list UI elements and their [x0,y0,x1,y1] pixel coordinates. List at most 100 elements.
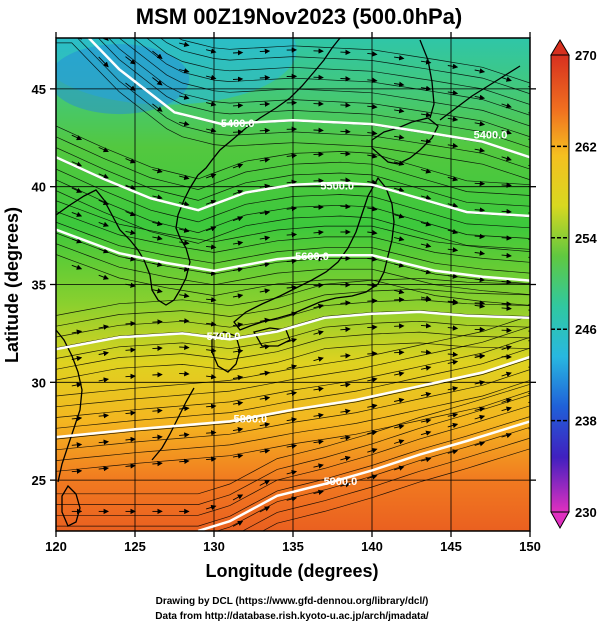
wind-arrow [420,323,432,329]
wind-arrow [259,370,271,376]
wind-arrow [71,238,83,244]
wind-arrow [152,168,163,174]
wind-arrow [394,108,405,114]
wind-arrow [232,102,244,109]
wind-arrow [447,298,459,305]
wind-arrow [447,449,459,455]
wind-arrow [179,94,190,100]
wind-arrow [447,63,459,70]
wind-arrow [232,76,244,82]
x-axis-label: Longitude (degrees) [205,561,378,581]
wind-arrow [501,371,512,377]
wind-arrow [98,248,109,254]
wind-arrow [125,410,136,416]
wind-arrow [313,489,324,495]
y-tick-label: 45 [32,82,46,97]
x-tick-label: 125 [124,539,146,554]
wind-arrow [340,408,351,415]
wind-arrow [179,458,190,465]
wind-arrow [313,412,324,419]
wind-arrow [232,216,244,222]
wind-arrow [501,76,512,82]
credit-line-1: Drawing by DCL (https://www.gfd-dennou.o… [156,596,429,607]
wind-arrow [447,351,459,358]
colorbar-tick-label: 238 [575,414,597,429]
contour-label: 5400.0 [221,118,255,130]
x-tick-label: 140 [361,539,383,554]
wind-arrow [232,375,244,381]
wind-arrow [286,337,298,344]
wind-arrow [125,158,136,164]
wind-arrow [313,463,324,469]
wind-arrow [125,463,136,469]
wind-arrow [447,412,459,418]
wind-arrow [152,460,163,467]
wind-arrow [232,348,244,354]
wind-arrow [232,266,244,273]
wind-arrow [232,240,244,246]
colorbar-tick-label: 254 [575,231,597,246]
x-tick-label: 120 [45,539,67,554]
x-axis-ticks: 120 125 130 135 140 145 150 [45,32,541,554]
wind-arrow [125,436,136,443]
wind-arrow [286,390,298,397]
wind-arrow [98,173,109,179]
wind-arrow [152,434,163,440]
wind-arrow [179,41,190,47]
coastline-korea [56,174,199,306]
wind-arrow [447,422,459,429]
y-axis-ticks: 25 30 35 40 45 [32,82,536,488]
wind-arrow [447,116,459,122]
wind-arrow [474,276,486,283]
x-tick-label: 130 [203,539,225,554]
wind-arrow [259,288,271,294]
wind-arrow [152,77,163,86]
wind-arrow [340,326,351,333]
wind-arrow [98,350,109,357]
wind-arrow [179,240,190,246]
wind-arrow [125,320,136,327]
wind-arrow [232,322,244,328]
wind-arrow [98,146,109,153]
wind-arrow [447,325,459,331]
wind-arrow [394,424,405,430]
wind-arrow [259,235,271,241]
wind-arrow [259,157,271,163]
wind-arrow [394,371,405,377]
wind-arrow [313,303,324,310]
wind-arrow [259,422,271,428]
wind-arrow [340,102,351,108]
wind-arrow [340,203,351,210]
wind-arrow [232,50,244,56]
wind-arrow [340,482,351,488]
wind-arrow [501,406,512,412]
wind-arrow [179,120,190,127]
wind-arrow [340,177,351,183]
x-tick-label: 145 [440,539,462,554]
wind-arrow [313,330,324,336]
wind-arrow [501,155,512,162]
wind-arrow [259,127,271,134]
contour-label: 5700.0 [207,331,241,343]
wind-arrow [447,359,459,365]
wind-arrow [179,201,190,207]
wind-arrow [394,134,405,140]
colorbar-top-arrow [550,39,570,56]
wind-arrow [232,453,244,459]
wind-arrow [179,432,190,438]
wind-arrow [313,439,324,445]
wind-arrow [72,3,82,13]
wind-arrow [474,121,486,127]
contour-label: 5900.0 [324,476,358,488]
plot-area: 5400.0 5400.0 5500.0 5600.0 5700.0 5800.0 5900… [56,3,530,531]
wind-arrow [125,229,136,236]
wind-arrow [393,262,405,268]
wind-arrow [71,442,83,448]
wind-arrow [501,432,512,439]
contour-label: 5800.0 [233,413,267,425]
wind-arrow [129,38,136,39]
colorbar-bar [550,54,570,513]
wind-arrow [179,371,190,377]
wind-arrow [474,68,486,74]
wind-arrow [125,256,136,262]
